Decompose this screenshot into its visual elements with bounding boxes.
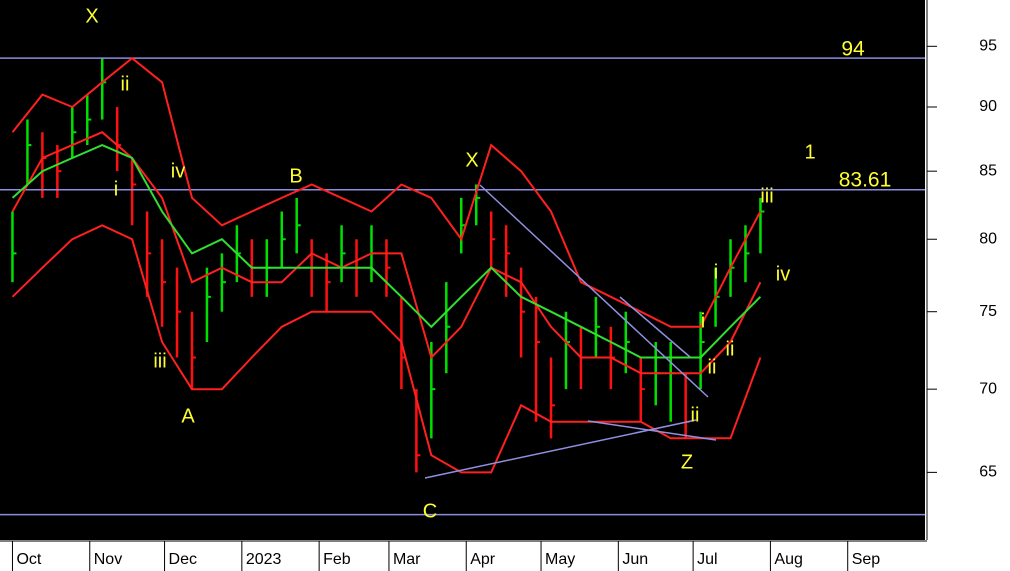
x-tick-label: Nov bbox=[94, 551, 122, 568]
y-axis-area bbox=[925, 0, 1010, 571]
y-tick-label: 75 bbox=[979, 303, 997, 320]
wave-label: ii bbox=[708, 356, 717, 378]
wave-label: iii bbox=[153, 350, 166, 372]
trend-line bbox=[587, 420, 717, 441]
x-tick-label: Jun bbox=[622, 551, 648, 568]
wave-label: i bbox=[701, 310, 705, 332]
x-tick-label: May bbox=[545, 551, 575, 568]
x-tick-label: 2023 bbox=[246, 551, 282, 568]
overlay-line bbox=[11, 144, 762, 359]
wave-label: ii bbox=[121, 73, 130, 95]
price-bars bbox=[11, 58, 765, 473]
trend-line bbox=[619, 296, 691, 358]
level-label: 94 bbox=[841, 38, 865, 61]
y-tick-label: 90 bbox=[979, 98, 997, 115]
wave-label: iv bbox=[776, 263, 790, 285]
y-tick-label: 65 bbox=[979, 464, 997, 481]
x-tick-label: Feb bbox=[323, 551, 351, 568]
wave-label: iii bbox=[760, 185, 773, 207]
overlay-line bbox=[11, 224, 762, 474]
wave-label: i bbox=[114, 178, 118, 200]
wave-label: B bbox=[289, 165, 302, 187]
wave-label: ii bbox=[691, 404, 700, 426]
y-tick-label: 85 bbox=[979, 162, 997, 179]
wave-label: ii bbox=[726, 338, 735, 360]
trend-lines bbox=[424, 184, 717, 479]
x-tick-label: Aug bbox=[774, 551, 802, 568]
wave-label: Z bbox=[681, 451, 693, 473]
wave-label: iv bbox=[171, 160, 185, 182]
overlay-line bbox=[11, 131, 762, 375]
plot-area bbox=[0, 0, 925, 540]
level-label: 83.61 bbox=[839, 169, 892, 192]
y-tick-label: 70 bbox=[979, 380, 997, 397]
overlay-line bbox=[11, 56, 762, 328]
wave-label: 1 bbox=[804, 141, 815, 163]
wave-label: X bbox=[465, 149, 478, 171]
x-tick-label: Dec bbox=[169, 551, 197, 568]
x-tick-label: Oct bbox=[16, 551, 41, 568]
overlay-lines bbox=[0, 56, 925, 516]
x-tick-label: Mar bbox=[393, 551, 421, 568]
y-tick-label: 80 bbox=[979, 230, 997, 247]
x-tick-label: Sep bbox=[852, 551, 881, 568]
x-tick-label: Apr bbox=[470, 551, 496, 568]
trend-line bbox=[479, 184, 709, 398]
y-tick-label: 95 bbox=[979, 38, 997, 55]
x-tick-label: Jul bbox=[697, 551, 717, 568]
wave-label: A bbox=[181, 405, 195, 427]
wave-label: C bbox=[423, 500, 437, 522]
wave-label: i bbox=[714, 261, 718, 283]
labels: 65 70 75 80 85 90 95 Oct Nov Dec 2023 Feb Mar Apr May J… bbox=[11, 5, 997, 571]
wave-label: X bbox=[85, 5, 98, 27]
